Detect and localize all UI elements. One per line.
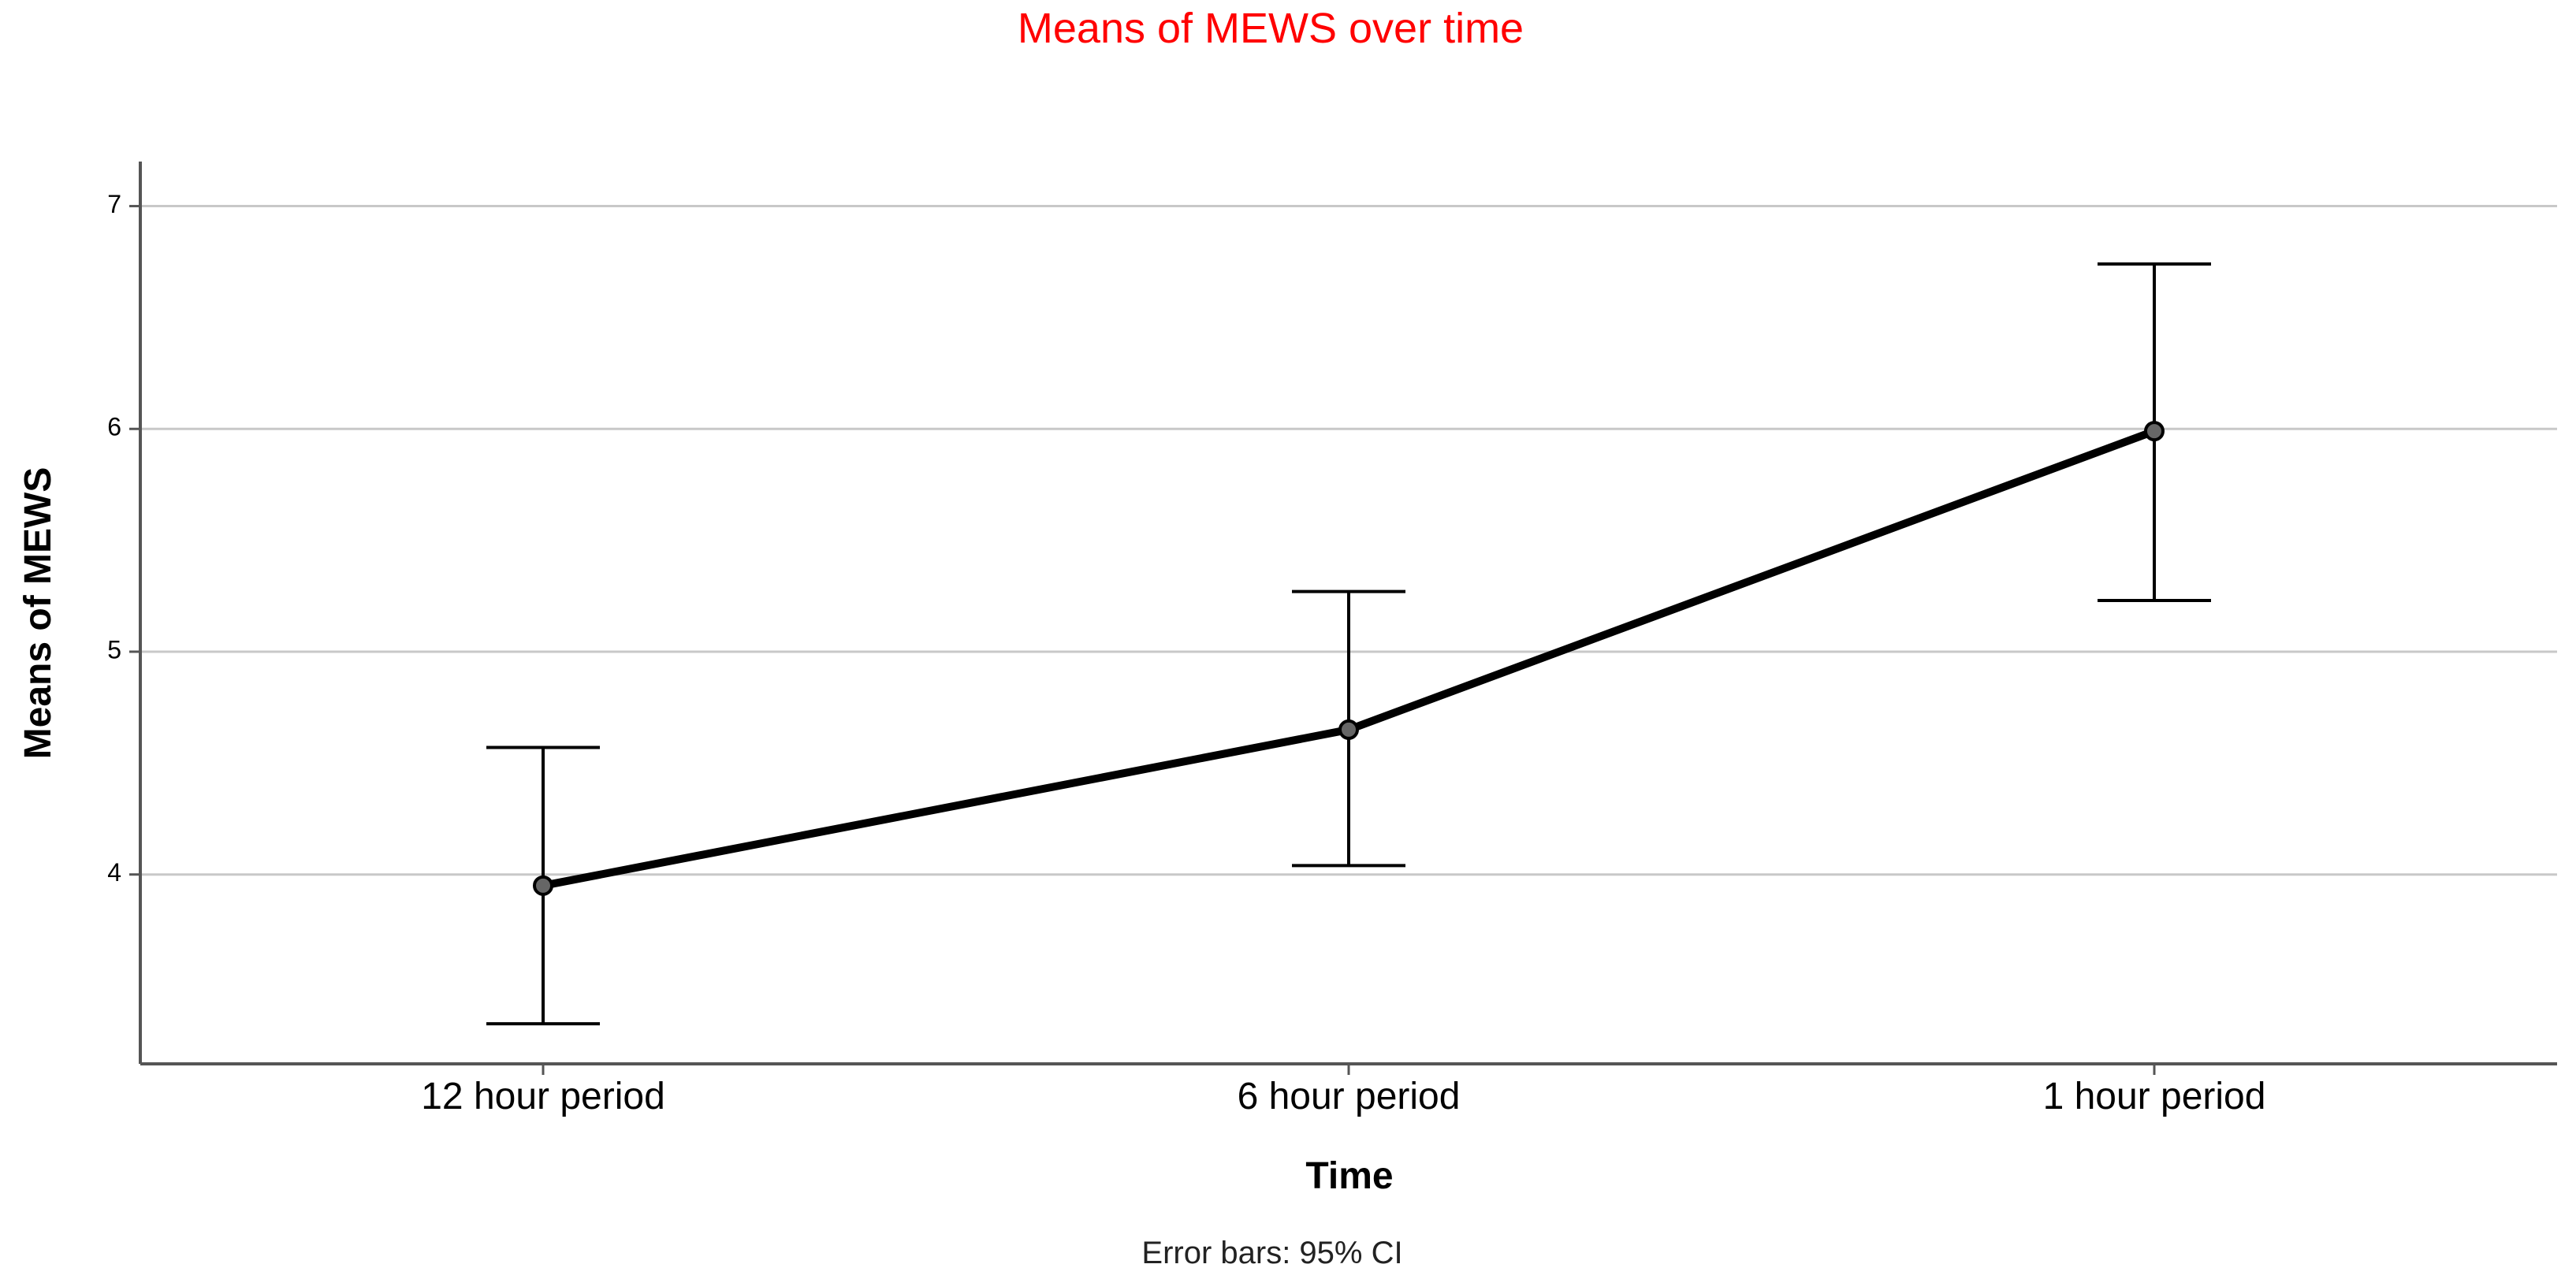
x-tick-labels: 12 hour period 6 hour period 1 hour period <box>421 1064 2265 1117</box>
data-point <box>2144 421 2165 442</box>
y-tick-label: 6 <box>107 413 121 441</box>
y-axis-label: Means of MEWS <box>17 467 59 760</box>
x-tick-label: 12 hour period <box>421 1076 665 1117</box>
y-tick-labels: 4 5 6 7 <box>107 190 140 887</box>
error-bars <box>486 262 2211 1026</box>
y-tick-label: 7 <box>107 190 121 218</box>
x-axis-label: Time <box>1305 1155 1393 1197</box>
data-points <box>533 421 2165 896</box>
error-bars-footnote: Error bars: 95% CI <box>1141 1236 1402 1270</box>
gridlines <box>140 205 2557 876</box>
x-tick-label: 6 hour period <box>1238 1076 1461 1117</box>
y-tick-label: 5 <box>107 635 121 664</box>
data-point <box>533 875 553 896</box>
data-point <box>1338 719 1359 740</box>
x-tick-label: 1 hour period <box>2043 1076 2266 1117</box>
chart-title: Means of MEWS over time <box>1018 5 1524 52</box>
y-tick-label: 4 <box>107 858 121 887</box>
